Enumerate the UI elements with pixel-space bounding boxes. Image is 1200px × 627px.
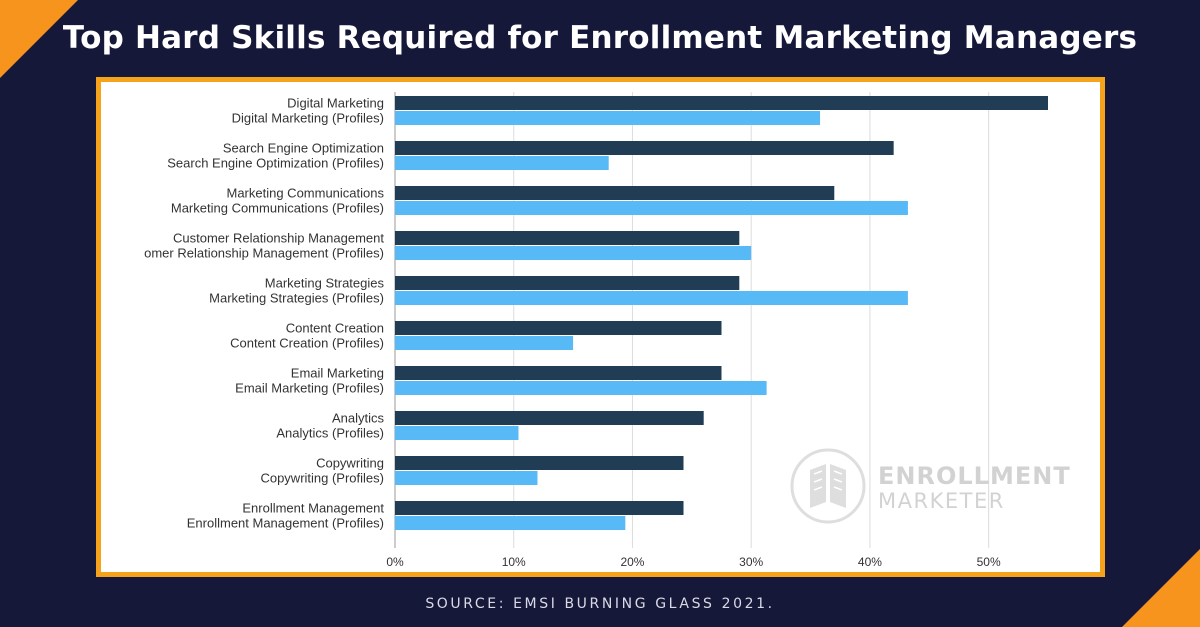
category-label-profiles: Email Marketing (Profiles): [235, 381, 384, 396]
source-note: SOURCE: EMSI BURNING GLASS 2021.: [425, 596, 775, 612]
category-label: Enrollment Management: [242, 501, 384, 516]
category-label: Search Engine Optimization: [223, 141, 384, 156]
bar-skill-profiles: [395, 471, 538, 485]
enrollment-marketer-logo: ENROLLMENT MARKETER: [790, 448, 1071, 524]
bars: [395, 96, 1048, 530]
corner-accent-top-left: [0, 0, 78, 78]
bar-skill-profiles: [395, 291, 908, 305]
x-tick-label: 20%: [620, 555, 644, 569]
category-label: Marketing Strategies: [265, 276, 385, 291]
bar-skill: [395, 231, 740, 245]
bar-skill-profiles: [395, 381, 767, 395]
category-label-profiles: Analytics (Profiles): [276, 426, 384, 441]
category-label-profiles: Digital Marketing (Profiles): [232, 111, 384, 126]
corner-accent-bottom-right: [1122, 549, 1200, 627]
category-label-profiles: Marketing Strategies (Profiles): [209, 291, 384, 306]
bar-skill-profiles: [395, 156, 609, 170]
bar-skill-profiles: [395, 336, 574, 350]
bar-skill: [395, 186, 835, 200]
bar-skill-profiles: [395, 111, 821, 125]
bar-skill-profiles: [395, 201, 908, 215]
x-tick-label: 50%: [977, 555, 1001, 569]
bar-skill: [395, 501, 684, 515]
category-label-profiles: omer Relationship Management (Profiles): [144, 246, 384, 261]
category-label-profiles: Search Engine Optimization (Profiles): [167, 156, 384, 171]
bar-skill: [395, 276, 740, 290]
category-label: Marketing Communications: [226, 186, 384, 201]
category-label-profiles: Content Creation (Profiles): [230, 336, 384, 351]
book-icon: [790, 448, 866, 524]
x-tick-label: 30%: [739, 555, 763, 569]
bar-skill: [395, 141, 894, 155]
bar-skill: [395, 456, 684, 470]
category-label: Email Marketing: [291, 366, 384, 381]
category-label: Copywriting: [316, 456, 384, 471]
category-label-profiles: Copywriting (Profiles): [260, 471, 384, 486]
category-label: Customer Relationship Management: [173, 231, 384, 246]
x-axis-ticks: 0% 10% 20% 30% 40% 50%: [386, 555, 1001, 569]
bar-skill: [395, 411, 704, 425]
category-label-profiles: Enrollment Management (Profiles): [187, 516, 384, 531]
page-title: Top Hard Skills Required for Enrollment …: [62, 20, 1138, 56]
category-label: Content Creation: [286, 321, 384, 336]
category-label-profiles: Marketing Communications (Profiles): [171, 201, 384, 216]
bar-skill: [395, 366, 722, 380]
logo-line1: ENROLLMENT: [878, 462, 1071, 490]
x-tick-label: 40%: [858, 555, 882, 569]
bar-skill: [395, 321, 722, 335]
bar-skill-profiles: [395, 426, 519, 440]
bar-skill-profiles: [395, 246, 752, 260]
category-label: Digital Marketing: [287, 96, 384, 111]
bar-skill-profiles: [395, 516, 626, 530]
category-label: Analytics: [332, 411, 385, 426]
x-tick-label: 0%: [386, 555, 404, 569]
logo-line2: MARKETER: [878, 489, 1005, 513]
x-tick-label: 10%: [502, 555, 526, 569]
chart-frame: Digital Marketing Digital Marketing (Prof…: [96, 77, 1105, 577]
bar-skill: [395, 96, 1048, 110]
